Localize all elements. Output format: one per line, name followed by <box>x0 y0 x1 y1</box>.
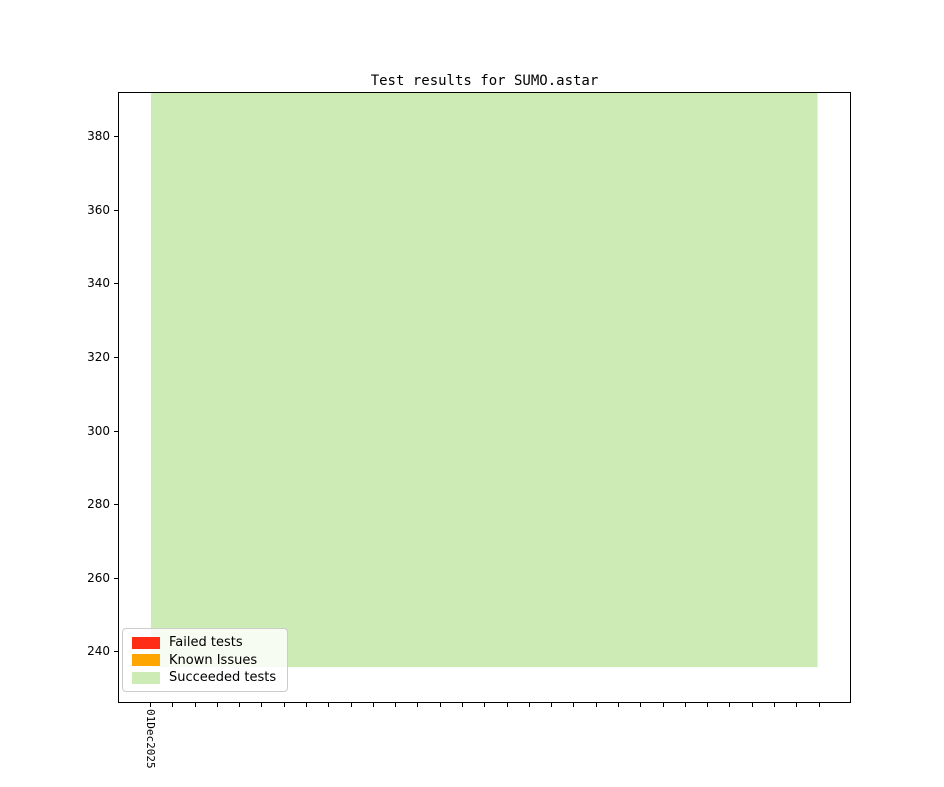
y-tick-label-260: 260 <box>87 570 110 585</box>
area-succeeded-tests <box>150 93 818 668</box>
legend-entry-failed-tests: Failed tests <box>132 635 278 650</box>
x-tick-mark <box>372 703 374 707</box>
stacked-area-chart <box>150 93 818 668</box>
x-tick-mark <box>528 703 530 707</box>
x-tick-mark <box>439 703 441 707</box>
x-tick-mark <box>261 703 263 707</box>
y-tick-mark <box>114 209 118 211</box>
x-tick-mark <box>640 703 642 707</box>
legend-entry-known-issues: Known Issues <box>132 653 278 668</box>
y-tick-label-360: 360 <box>87 202 110 217</box>
y-tick-label-380: 380 <box>87 129 110 144</box>
x-tick-mark <box>684 703 686 707</box>
y-tick-mark <box>114 430 118 432</box>
legend: Failed tests Known Issues Succeeded tests <box>122 628 288 692</box>
x-tick-mark <box>172 703 174 707</box>
y-tick-mark <box>114 357 118 358</box>
x-tick-mark <box>216 703 218 707</box>
x-tick-mark <box>751 703 753 707</box>
x-tick-mark <box>818 703 820 707</box>
y-tick-label-280: 280 <box>87 497 110 512</box>
legend-label: Failed tests <box>169 635 243 650</box>
y-tick-mark <box>114 283 118 285</box>
legend-label: Succeeded tests <box>169 670 277 685</box>
x-tick-mark <box>796 703 798 707</box>
y-tick-mark <box>114 577 118 579</box>
legend-swatch-icon <box>132 636 160 649</box>
y-tick-label-320: 320 <box>87 350 110 364</box>
x-tick-mark <box>350 703 352 707</box>
x-tick-mark <box>617 703 619 707</box>
y-tick-label-340: 340 <box>87 276 110 291</box>
x-tick-mark <box>150 703 151 707</box>
x-tick-label-first: 01Dec2025 <box>144 709 157 769</box>
x-tick-mark <box>194 703 196 707</box>
x-tick-mark <box>283 703 285 707</box>
legend-entry-succeeded-tests: Succeeded tests <box>132 670 278 685</box>
x-tick-mark <box>595 703 597 707</box>
x-tick-mark <box>417 703 419 707</box>
x-tick-mark <box>461 703 463 707</box>
legend-swatch-icon <box>132 671 160 684</box>
x-tick-mark <box>484 703 486 707</box>
x-tick-mark <box>551 703 553 707</box>
x-tick-mark <box>305 703 307 707</box>
plot-area <box>118 92 851 703</box>
x-tick-mark <box>662 703 664 707</box>
y-tick-mark <box>114 504 118 506</box>
x-tick-mark <box>395 703 397 707</box>
x-tick-mark <box>239 703 241 707</box>
x-tick-mark <box>328 703 330 707</box>
x-tick-mark <box>729 703 731 707</box>
x-tick-mark <box>573 703 575 707</box>
y-tick-label-300: 300 <box>87 423 110 438</box>
legend-swatch-icon <box>132 654 160 666</box>
y-tick-label-240: 240 <box>87 644 110 659</box>
legend-label: Known Issues <box>169 652 258 668</box>
x-tick-mark <box>773 703 775 707</box>
x-tick-mark <box>506 703 508 707</box>
chart-title: Test results for SUMO.astar <box>370 73 599 89</box>
y-tick-mark <box>114 136 118 138</box>
x-tick-mark <box>707 703 709 707</box>
y-tick-mark <box>114 651 118 653</box>
